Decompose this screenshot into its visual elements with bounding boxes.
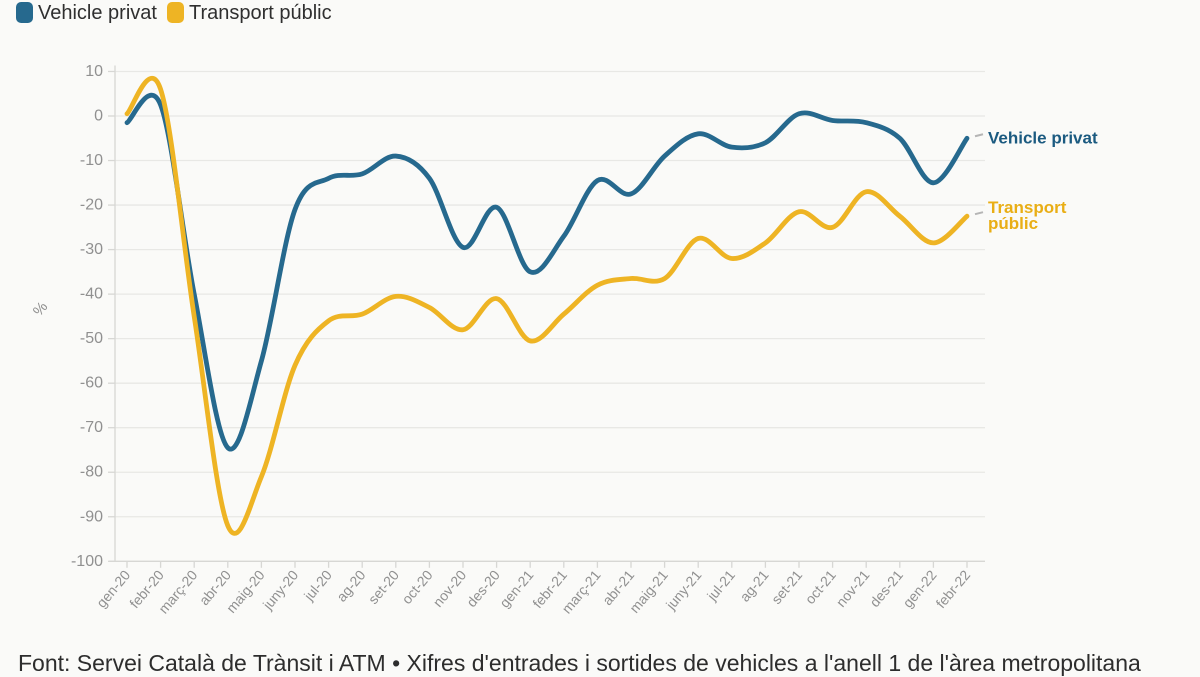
y-axis-title: % <box>30 299 52 320</box>
series-line-transport-public <box>124 76 970 536</box>
x-tick-label: gen-20 <box>93 567 133 611</box>
x-tick-label: des-21 <box>866 567 906 610</box>
x-tick-label: jul-20 <box>300 567 335 604</box>
series: Vehicle privat Transport públic <box>124 76 1098 536</box>
y-axis: 10 0 -10 -20 -30 -40 -50 -60 -70 -80 -90 -100% <box>30 63 115 570</box>
legend-item-transport-public: Transport públic <box>166 1 332 24</box>
legend-label-transport-public: Transport públic <box>188 1 332 24</box>
y-tick-label: 0 <box>94 108 103 125</box>
y-tick-label: -90 <box>80 508 103 525</box>
series-line-vehicle-privat <box>124 93 970 452</box>
x-tick-label: des-20 <box>463 567 503 610</box>
y-tick-label: -70 <box>80 419 103 436</box>
gridlines <box>115 70 985 562</box>
end-label-connector <box>974 133 984 138</box>
y-tick-label: -60 <box>80 375 103 392</box>
y-tick-label: -20 <box>80 197 103 214</box>
legend-swatch-transport-public <box>166 2 184 23</box>
x-tick-label: febr-22 <box>933 567 974 611</box>
y-tick-label: -40 <box>80 286 103 303</box>
y-tick-label: 10 <box>85 63 103 80</box>
x-tick-label: juny-21 <box>662 567 705 613</box>
y-tick-label: -30 <box>80 241 103 258</box>
legend-swatch-vehicle-privat <box>16 2 33 23</box>
source-note: Font: Servei Català de Trànsit i ATM • X… <box>18 650 1141 676</box>
legend-item-vehicle-privat: Vehicle privat <box>16 2 157 23</box>
y-tick-label: -100 <box>71 553 103 570</box>
x-tick-label: gen-21 <box>496 567 536 611</box>
x-tick-label: nov-20 <box>430 567 470 610</box>
end-label-connector <box>974 211 984 216</box>
x-tick-label: jul-21 <box>703 567 738 604</box>
x-tick-label: ag-20 <box>333 567 368 605</box>
x-tick-label: nov-21 <box>833 567 873 610</box>
y-tick-label: -80 <box>80 464 103 481</box>
chart-legend: Vehicle privat Transport públic <box>16 2 332 23</box>
series-end-label: Vehicle privat <box>988 128 1098 147</box>
series-end-label: Transport públic <box>988 198 1067 233</box>
x-tick-label: set-21 <box>768 567 805 607</box>
y-tick-label: -10 <box>80 152 103 169</box>
x-tick-label: ag-21 <box>736 567 771 605</box>
y-tick-label: -50 <box>80 330 103 347</box>
axes <box>109 65 985 562</box>
x-tick-label: gen-22 <box>899 567 939 611</box>
legend-label-vehicle-privat: Vehicle privat <box>38 1 157 24</box>
x-axis: gen-20febr-20març-20abr-20maig-20juny-20… <box>93 561 974 617</box>
x-tick-label: set-20 <box>365 567 402 607</box>
x-tick-label: juny-20 <box>259 567 302 613</box>
